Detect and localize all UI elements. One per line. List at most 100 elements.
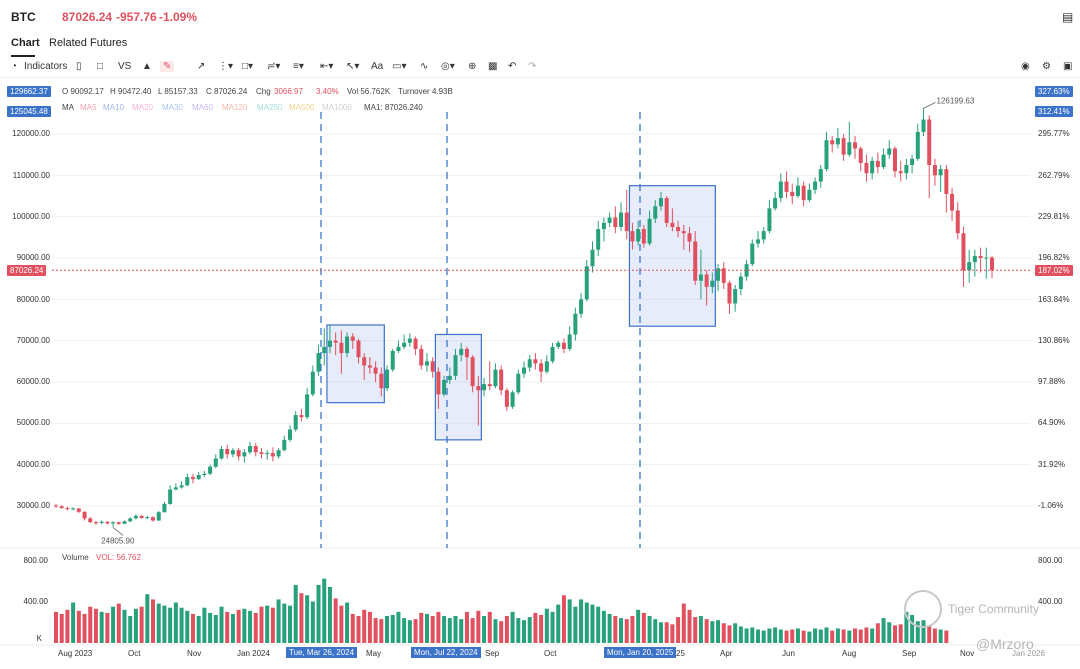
ohlc-turnover: Turnover 4.93B [398, 87, 453, 96]
compare-button[interactable]: VS [118, 61, 132, 72]
volume-bar [230, 613, 235, 643]
candle-body [145, 517, 150, 519]
high-marker-line [923, 102, 936, 109]
volume-bar [550, 611, 555, 643]
x-tick-label: Nov [960, 649, 975, 658]
candle-body [202, 473, 207, 475]
volume-bar [242, 608, 247, 643]
volume-bar [527, 617, 532, 643]
redo-icon[interactable]: ↷ [528, 61, 537, 72]
vol-tick-left: K [36, 634, 42, 643]
volume-bar [932, 628, 937, 643]
volume-bar [407, 620, 412, 643]
volume-bar [265, 605, 270, 643]
candle-body [704, 274, 709, 287]
volume-bar [778, 629, 783, 643]
candle-body [293, 415, 298, 430]
fib-tool-icon[interactable]: ≓▾ [267, 61, 281, 72]
y-tick-right: 130.86% [1038, 336, 1070, 345]
volume-bar [76, 610, 81, 643]
candle-body [818, 169, 823, 182]
volume-bar [636, 609, 641, 643]
menu-icon[interactable]: ▤ [1062, 10, 1074, 24]
delete-icon[interactable]: ▩ [488, 61, 498, 72]
volume-bar [219, 606, 224, 643]
candle-body [151, 517, 156, 521]
screenshot-icon[interactable]: ◉ [1021, 61, 1030, 72]
candle-body [773, 198, 778, 209]
candle-body [339, 342, 344, 354]
candle-body [824, 140, 829, 170]
volume-bar [658, 622, 663, 643]
candle-body [362, 357, 367, 366]
magnet-icon[interactable]: ⊕ [468, 61, 477, 72]
volume-bar [253, 612, 258, 643]
levels-tool-icon[interactable]: ≡▾ [293, 61, 304, 72]
volume-bar [716, 620, 721, 643]
candle-body [162, 503, 167, 513]
volume-bar [288, 605, 292, 643]
indicators-icon[interactable]: ◔ [11, 61, 18, 72]
highlight-box [326, 324, 385, 404]
draw-pen-icon[interactable]: ✎ [160, 61, 175, 72]
settings-icon[interactable]: ⚙ [1042, 61, 1051, 72]
ohlc-chg-value: 3066.97 [274, 87, 303, 96]
y-tick-right: 64.90% [1038, 418, 1066, 427]
candle-body [54, 505, 58, 507]
cursor-icon[interactable]: ↗ [197, 61, 206, 72]
line-tool-icon[interactable]: ⋮▾ [218, 61, 234, 72]
crosshair-icon[interactable]: □ [97, 61, 104, 72]
brush-tool-icon[interactable]: ∿ [420, 61, 429, 72]
volume-bar [71, 602, 76, 643]
shape-tool-icon[interactable]: □▾ [242, 61, 254, 72]
candle-type-icon[interactable]: ▯ [76, 61, 82, 72]
indicators-button[interactable]: Indicators [24, 61, 68, 72]
volume-bar [436, 611, 441, 643]
volume-bar [544, 608, 549, 643]
volume-bar [795, 628, 800, 643]
pattern-tool-icon[interactable]: ↖▾ [346, 61, 360, 72]
volume-bar [676, 617, 681, 643]
candle-body [350, 336, 355, 341]
volume-bar [681, 603, 686, 643]
y-tick-right: 295.77% [1038, 129, 1070, 138]
volume-bar [698, 616, 703, 643]
candle-body [527, 359, 532, 368]
tab-chart[interactable]: Chart [11, 37, 40, 49]
candle-body [156, 512, 161, 521]
ma-item-30: MA30 [162, 103, 183, 112]
volume-bar [128, 616, 133, 643]
candle-body [493, 369, 498, 387]
candle-body [721, 268, 726, 283]
volume-bar [424, 613, 429, 643]
x-tick-label-partial: 25 [676, 649, 685, 658]
candle-body [407, 338, 412, 343]
volume-bar [881, 618, 886, 643]
x-highlight-tag-2: Mon, Jul 22, 2024 [411, 647, 481, 658]
undo-icon[interactable]: ↶ [508, 61, 517, 72]
volume-bar [151, 599, 156, 643]
candle-body [373, 367, 378, 374]
volume-bar [767, 628, 772, 643]
comment-tool-icon[interactable]: ▭▾ [392, 61, 407, 72]
candle-body [345, 336, 350, 354]
volume-bar [830, 630, 835, 643]
chart-style-icon[interactable]: ▲ [142, 61, 152, 72]
candle-body [601, 222, 606, 230]
candle-body [853, 142, 858, 149]
volume-bar [282, 603, 287, 643]
volume-bar [430, 616, 435, 643]
eye-tool-icon[interactable]: ◎▾ [441, 61, 455, 72]
tab-related-futures[interactable]: Related Futures [49, 37, 128, 49]
volume-bar [756, 629, 760, 643]
volume-bar [93, 608, 98, 643]
range-tool-icon[interactable]: ⇤▾ [320, 61, 334, 72]
volume-bar [270, 607, 275, 643]
ma-item-5: MA5 [80, 103, 97, 112]
candle-body [881, 154, 886, 168]
layout-icon[interactable]: ▣ [1063, 61, 1073, 72]
text-tool-button[interactable]: Aa [371, 61, 384, 72]
volume-bar [875, 623, 880, 643]
volume-bar [385, 616, 390, 643]
